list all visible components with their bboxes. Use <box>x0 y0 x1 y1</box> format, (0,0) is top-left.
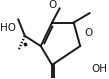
Text: HO: HO <box>0 23 16 33</box>
Text: O: O <box>48 0 56 10</box>
Text: O: O <box>84 28 92 38</box>
Text: OH: OH <box>91 64 107 74</box>
